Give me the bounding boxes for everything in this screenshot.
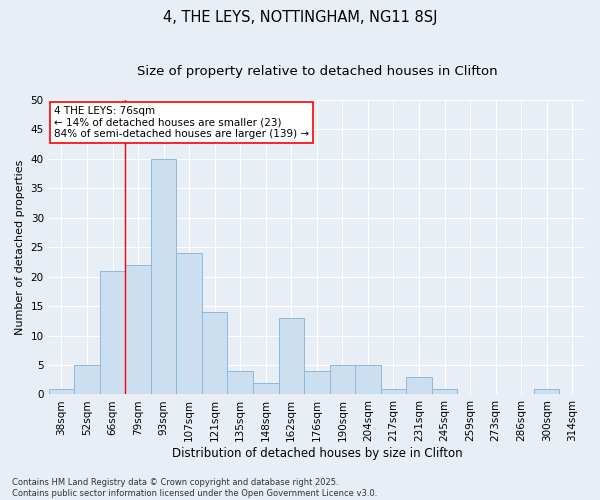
Bar: [304, 371, 329, 394]
Bar: [176, 253, 202, 394]
Bar: [406, 377, 432, 394]
Bar: [227, 371, 253, 394]
Text: 4, THE LEYS, NOTTINGHAM, NG11 8SJ: 4, THE LEYS, NOTTINGHAM, NG11 8SJ: [163, 10, 437, 25]
Bar: [432, 388, 457, 394]
Text: 4 THE LEYS: 76sqm
← 14% of detached houses are smaller (23)
84% of semi-detached: 4 THE LEYS: 76sqm ← 14% of detached hous…: [54, 106, 309, 139]
Bar: [202, 312, 227, 394]
Bar: [380, 388, 406, 394]
X-axis label: Distribution of detached houses by size in Clifton: Distribution of detached houses by size …: [172, 447, 462, 460]
Bar: [49, 388, 74, 394]
Bar: [74, 365, 100, 394]
Y-axis label: Number of detached properties: Number of detached properties: [15, 160, 25, 335]
Bar: [329, 365, 355, 394]
Bar: [100, 271, 125, 394]
Text: Contains HM Land Registry data © Crown copyright and database right 2025.
Contai: Contains HM Land Registry data © Crown c…: [12, 478, 377, 498]
Bar: [278, 318, 304, 394]
Title: Size of property relative to detached houses in Clifton: Size of property relative to detached ho…: [137, 65, 497, 78]
Bar: [253, 382, 278, 394]
Bar: [125, 265, 151, 394]
Bar: [151, 159, 176, 394]
Bar: [534, 388, 559, 394]
Bar: [355, 365, 380, 394]
